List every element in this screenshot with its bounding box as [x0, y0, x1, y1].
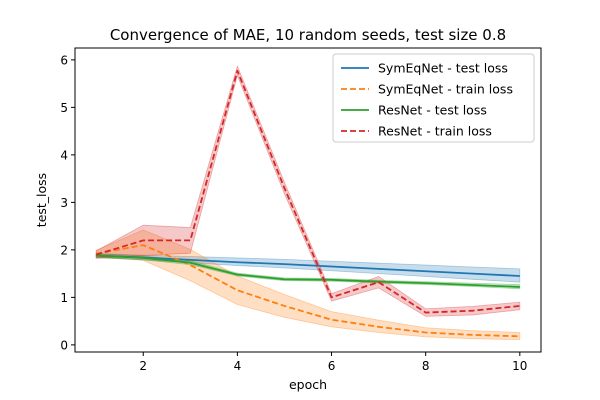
- legend-items: SymEqNet - test loss SymEqNet - train los…: [341, 61, 513, 139]
- y-axis-label: test_loss: [34, 173, 49, 227]
- y-tick-label: 1: [60, 291, 68, 305]
- legend: SymEqNet - test loss SymEqNet - train los…: [332, 53, 535, 143]
- plot-frame: [74, 47, 542, 353]
- line-series-1: [96, 254, 520, 277]
- chart-title: Convergence of MAE, 10 random seeds, tes…: [110, 26, 506, 44]
- x-tick-label: 10: [512, 359, 527, 373]
- legend-label-4: ResNet - train loss: [378, 124, 492, 139]
- y-tick-label: 6: [60, 53, 68, 67]
- y-axis-ticks: 0 1 2 3 4 5 6: [60, 53, 75, 352]
- y-tick-label: 2: [60, 243, 68, 257]
- legend-box: [332, 53, 535, 143]
- legend-label-2: SymEqNet - train loss: [378, 82, 513, 97]
- line-series-3: [96, 254, 520, 288]
- y-tick-label: 0: [60, 338, 68, 352]
- x-tick-label: 2: [139, 359, 147, 373]
- legend-label-3: ResNet - test loss: [378, 103, 487, 118]
- line-series-2: [96, 244, 520, 338]
- series-lines: [95, 69, 520, 338]
- x-axis-label: epoch: [289, 377, 327, 392]
- x-tick-label: 6: [328, 359, 336, 373]
- x-tick-label: 8: [422, 359, 430, 373]
- y-tick-label: 3: [60, 196, 68, 210]
- line-series-4: [95, 69, 520, 314]
- y-tick-label: 5: [60, 101, 68, 115]
- x-tick-label: 4: [234, 359, 242, 373]
- x-axis-ticks: 2 4 6 8 10: [139, 352, 527, 373]
- legend-label-1: SymEqNet - test loss: [378, 61, 508, 76]
- y-tick-label: 4: [60, 148, 68, 162]
- band-series-2: [95, 229, 521, 341]
- band-series-4: [95, 64, 521, 317]
